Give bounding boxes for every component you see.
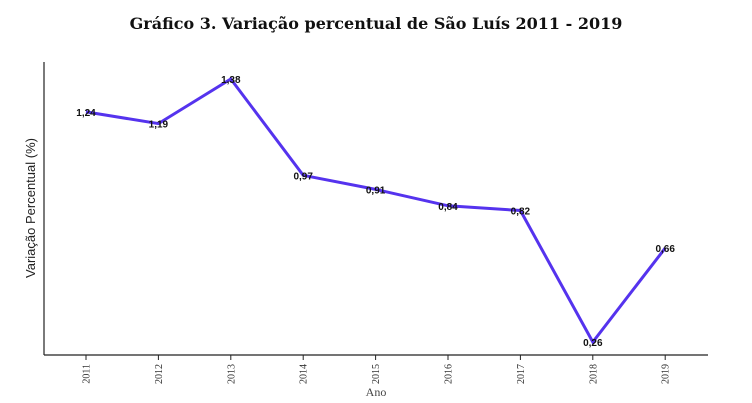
y-axis-title: Variação Percentual (%): [23, 138, 38, 278]
data-label: 0,26: [583, 338, 603, 349]
x-axis-title: Ano: [366, 385, 387, 399]
x-tick-label: 2016: [444, 364, 455, 384]
x-tick-label: 2019: [661, 364, 672, 384]
data-label: 1,38: [221, 75, 241, 86]
series-line: [85, 77, 667, 345]
data-label: 0,66: [655, 244, 675, 255]
data-label: 0,91: [366, 185, 386, 196]
data-label: 1,24: [76, 108, 96, 119]
data-label: 0,82: [511, 207, 531, 218]
data-label: 0,84: [438, 202, 458, 213]
x-tick-label: 2014: [299, 364, 310, 384]
chart-title: Gráfico 3. Variação percentual de São Lu…: [129, 14, 623, 33]
x-tick-label: 2011: [82, 364, 93, 384]
x-tick-label: 2015: [371, 364, 382, 384]
x-tick-label: 2013: [226, 364, 237, 384]
x-tick-label: 2012: [154, 364, 165, 384]
x-tick-label: 2017: [516, 364, 527, 384]
x-tick-label: 2018: [588, 364, 599, 384]
data-label: 1,19: [149, 120, 169, 131]
data-label: 0,97: [293, 171, 313, 182]
